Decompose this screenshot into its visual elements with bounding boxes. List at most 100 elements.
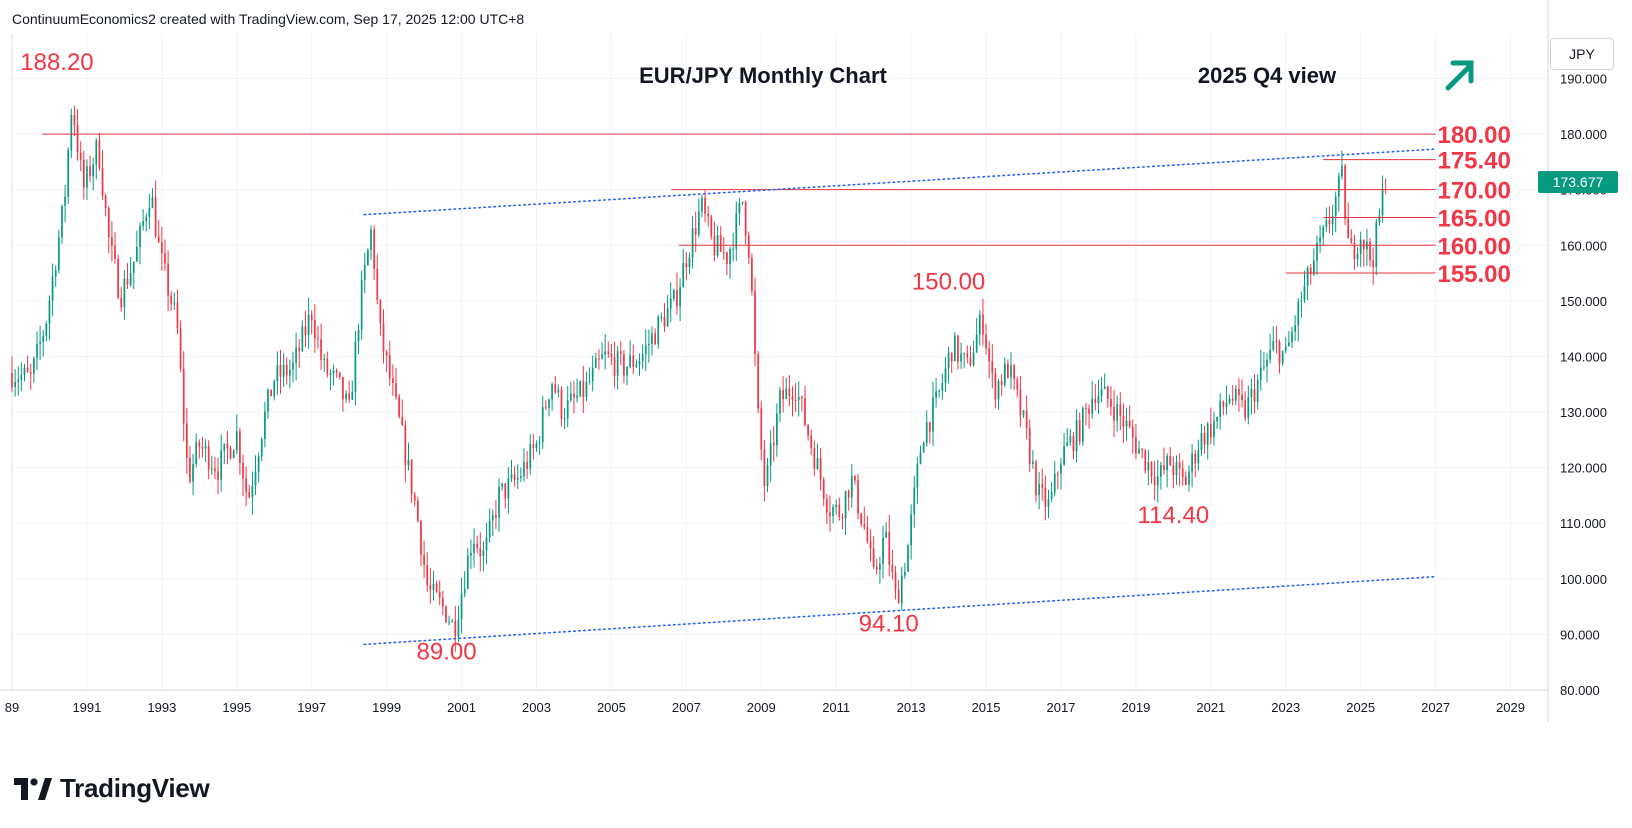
candle-body bbox=[729, 248, 731, 264]
candle-body bbox=[167, 263, 169, 296]
candle-body bbox=[376, 268, 379, 301]
candle-body bbox=[1156, 476, 1159, 486]
x-tick-label: 2011 bbox=[822, 700, 850, 715]
candle-body bbox=[1278, 341, 1281, 364]
candle-body bbox=[204, 445, 207, 449]
candle-body bbox=[544, 407, 547, 409]
candle-body bbox=[744, 201, 747, 236]
candle-body bbox=[747, 235, 750, 258]
candle-body bbox=[1184, 476, 1187, 485]
candle-body bbox=[972, 352, 975, 366]
candle-body bbox=[576, 395, 578, 398]
candle-body bbox=[601, 354, 603, 359]
candle-body bbox=[51, 276, 54, 301]
candle-body bbox=[288, 369, 291, 376]
candle-body bbox=[816, 458, 819, 469]
candle-body bbox=[260, 438, 263, 457]
candle-body bbox=[1381, 188, 1384, 216]
candle-body bbox=[1028, 428, 1031, 465]
candle-body bbox=[420, 521, 422, 556]
candle-body bbox=[669, 298, 672, 309]
candle-body bbox=[335, 370, 338, 373]
candle-body bbox=[726, 252, 728, 264]
candle-body bbox=[1172, 465, 1175, 476]
candle-body bbox=[1231, 398, 1234, 401]
candle-body bbox=[963, 353, 966, 355]
candle-body bbox=[1060, 464, 1062, 474]
candle-body bbox=[810, 435, 813, 448]
candle-body bbox=[457, 619, 460, 637]
candle-body bbox=[520, 476, 522, 478]
candle-body bbox=[1116, 404, 1119, 421]
candle-body bbox=[1303, 285, 1306, 301]
candle-body bbox=[210, 468, 213, 470]
candle-body bbox=[98, 140, 101, 169]
candle-body bbox=[360, 280, 363, 330]
candle-body bbox=[370, 229, 372, 250]
candle-body bbox=[1369, 241, 1371, 261]
candle-body bbox=[1069, 436, 1072, 443]
candle-body bbox=[195, 442, 198, 464]
y-tick-label: 100.000 bbox=[1560, 572, 1607, 587]
candle-body bbox=[585, 381, 588, 397]
candle-body bbox=[1032, 461, 1034, 465]
x-tick-label: 1999 bbox=[372, 700, 401, 715]
candle-body bbox=[95, 140, 98, 165]
candle-body bbox=[1259, 367, 1262, 380]
candle-body bbox=[1312, 260, 1315, 275]
candle-body bbox=[164, 253, 166, 264]
candle-body bbox=[1181, 468, 1184, 477]
candle-body bbox=[548, 399, 550, 408]
candle-body bbox=[1263, 366, 1265, 368]
level-label-180.00: 180.00 bbox=[1437, 122, 1510, 149]
candle-body bbox=[151, 197, 154, 208]
annotation-89.00: 89.00 bbox=[417, 638, 477, 665]
x-tick-label: 2027 bbox=[1421, 700, 1450, 715]
candle-body bbox=[441, 597, 444, 607]
candle-body bbox=[382, 323, 385, 352]
candle-body bbox=[860, 513, 863, 525]
candle-body bbox=[1225, 402, 1228, 407]
candle-body bbox=[1025, 410, 1028, 429]
candle-body bbox=[947, 352, 950, 369]
y-tick-label: 150.000 bbox=[1560, 294, 1607, 309]
brand-logo[interactable]: TradingView bbox=[14, 773, 210, 804]
candle-body bbox=[569, 393, 572, 401]
candle-body bbox=[304, 326, 307, 335]
candle-body bbox=[76, 125, 79, 153]
candle-body bbox=[904, 571, 906, 576]
candle-body bbox=[529, 444, 532, 469]
candle-body bbox=[120, 297, 123, 308]
candle-body bbox=[1306, 267, 1309, 286]
candle-body bbox=[129, 272, 132, 285]
candle-body bbox=[416, 500, 419, 522]
candle-body bbox=[1122, 415, 1125, 427]
candle-body bbox=[879, 563, 881, 570]
candle-body bbox=[276, 365, 279, 382]
candle-body bbox=[844, 491, 847, 519]
candle-body bbox=[994, 372, 997, 400]
candle-body bbox=[404, 425, 407, 466]
candle-body bbox=[697, 211, 700, 235]
candle-body bbox=[632, 355, 635, 367]
candle-body bbox=[307, 314, 310, 335]
candle-body bbox=[560, 389, 563, 419]
candle-body bbox=[466, 555, 469, 589]
candle-body bbox=[1135, 437, 1137, 454]
candle-body bbox=[1325, 220, 1328, 228]
candle-body bbox=[832, 507, 834, 516]
candle-body bbox=[139, 225, 141, 248]
candle-body bbox=[245, 478, 248, 493]
candle-body bbox=[388, 355, 391, 379]
currency-button[interactable]: JPY bbox=[1550, 38, 1614, 70]
candle-body bbox=[36, 343, 38, 359]
candle-body bbox=[938, 390, 941, 392]
candle-body bbox=[1075, 419, 1078, 452]
x-tick-label: 2003 bbox=[522, 700, 551, 715]
candle-body bbox=[932, 397, 934, 432]
candle-body bbox=[1341, 165, 1343, 177]
candle-body bbox=[922, 443, 925, 453]
candle-body bbox=[616, 351, 619, 377]
candle-body bbox=[1291, 331, 1293, 343]
